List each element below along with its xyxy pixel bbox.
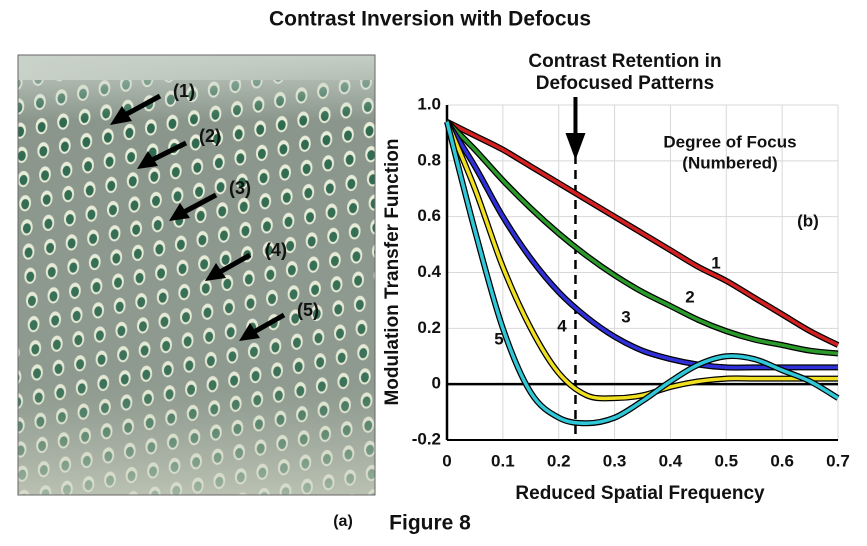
y-tick-label: 0.2 (417, 318, 441, 337)
arrow-label: (5) (297, 300, 319, 320)
x-tick-label: 0.5 (714, 451, 738, 470)
photo-label: (a) (333, 513, 353, 530)
page: {"title": "Contrast Inversion with Defoc… (0, 0, 867, 541)
panel-label: (b) (797, 211, 819, 230)
chart-title: Defocused Patterns (536, 73, 714, 94)
arrow-label: (4) (265, 240, 287, 260)
caption: Figure 8 (389, 512, 471, 535)
x-tick-label: 0.7 (826, 451, 850, 470)
y-tick-label: 0.4 (417, 262, 441, 281)
y-tick-label: 1.0 (417, 94, 441, 113)
x-tick-label: 0.4 (659, 451, 683, 470)
annotation: (Numbered) (682, 153, 777, 172)
x-tick-label: 0.1 (491, 451, 515, 470)
series-label: 2 (685, 287, 694, 306)
y-tick-label: 0 (432, 374, 441, 393)
figure-title: Contrast Inversion with Defocus (269, 8, 591, 31)
photo-shading (18, 55, 375, 495)
series-label: 5 (494, 329, 503, 348)
x-axis-label: Reduced Spatial Frequency (515, 483, 765, 504)
y-tick-label: 0.6 (417, 206, 441, 225)
figure: Contrast Inversion with Defocus (1) (2) … (0, 0, 867, 541)
photo: (1) (2) (3) (4) (5) (18, 55, 375, 495)
series-label: 4 (557, 316, 567, 335)
y-axis-label: Modulation Transfer Function (382, 138, 403, 405)
arrow-label: (2) (199, 126, 221, 146)
x-tick-label: 0.3 (603, 451, 627, 470)
y-tick-label: -0.2 (412, 429, 441, 448)
x-tick-label: 0.2 (547, 451, 571, 470)
series-label: 3 (621, 307, 630, 326)
y-tick-label: 0.8 (417, 150, 441, 169)
x-tick-label: 0.6 (770, 451, 794, 470)
chart-title: Contrast Retention in (528, 51, 721, 72)
arrow-label: (1) (173, 81, 195, 101)
annotation: Degree of Focus (663, 132, 796, 151)
x-tick-label: 0 (442, 451, 451, 470)
arrow-label: (3) (229, 178, 251, 198)
series-label: 1 (711, 253, 720, 272)
